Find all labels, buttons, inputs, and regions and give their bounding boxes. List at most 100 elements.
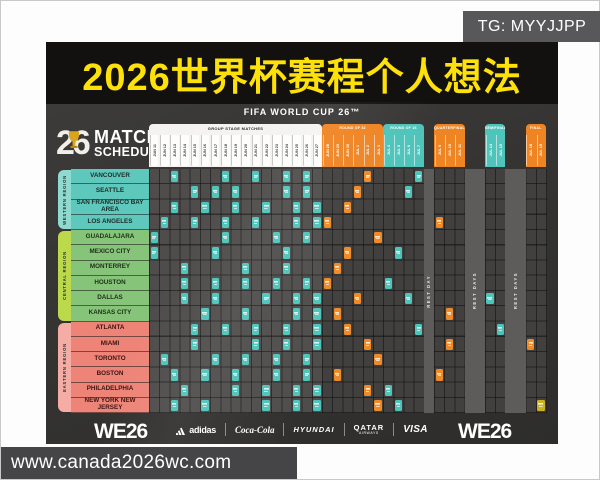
match-cell [303, 369, 311, 381]
date-tab-text: JUN 11 [152, 144, 157, 157]
date-tab-text: JUN 22 [264, 144, 269, 157]
match-cell [231, 384, 240, 396]
rest-column-text: REST DAYS [472, 272, 478, 310]
date-tab: JUN 14 [180, 135, 189, 166]
match-cell [160, 354, 168, 366]
match-cell [211, 293, 219, 305]
match-cell [343, 247, 352, 259]
city-label-text: MONTERREY [89, 263, 131, 271]
match-cell [313, 293, 321, 305]
match-cell [354, 186, 362, 198]
match-cell [272, 354, 280, 366]
match-cell [242, 277, 250, 290]
match-cell [221, 323, 229, 335]
match-cell [252, 216, 260, 229]
date-tab: JUN 11 [149, 135, 159, 166]
date-tab-text: JUL 2 [366, 145, 371, 156]
match-cell [364, 338, 372, 351]
match-cell [262, 384, 270, 396]
city-label: SAN FRANCISCO BAY AREA [71, 199, 149, 215]
match-cell [221, 232, 229, 244]
match-cell [394, 247, 402, 259]
match-cell [435, 216, 443, 229]
match-cell [252, 323, 260, 335]
date-tab: JUL 15 [495, 135, 505, 166]
round-header-label: ROUND OF 16 [390, 126, 417, 130]
match-cell [293, 384, 301, 396]
date-tab: JUN 27 [312, 135, 322, 166]
date-tab-text: JUL 10 [447, 144, 452, 157]
website-watermark-text: www.canada2026wc.com [11, 452, 232, 473]
match-cell [231, 201, 240, 213]
region-label-west: WESTERN REGION [58, 170, 71, 229]
city-label: MONTERREY [71, 260, 149, 276]
match-cell [272, 369, 280, 381]
city-label-text: NEW YORK NEW JERSEY [84, 397, 136, 411]
match-cell [394, 399, 402, 412]
match-cell [313, 201, 321, 213]
fifa-world-cup-label: FIFA WORLD CUP 26™ [243, 107, 361, 117]
poster-title-band: 2026世界杯赛程个人想法 [46, 42, 558, 104]
date-tab: JUL 1 [353, 135, 362, 166]
match-cell [405, 186, 413, 198]
match-cell [282, 186, 291, 198]
match-cell [293, 308, 301, 320]
date-tab-text: JUN 17 [213, 144, 218, 157]
date-tab-text: JUL 4 [386, 145, 391, 156]
date-tab: JUN 21 [251, 135, 261, 166]
world-cup-trophy-icon [68, 131, 80, 148]
match-cell [313, 216, 321, 229]
date-tab-text: JUN 26 [305, 144, 310, 157]
match-cell [364, 171, 372, 183]
match-cell [272, 232, 280, 244]
match-cell [374, 354, 382, 366]
sponsor-bar: adidas Coca-Cola HYUNDAI QATAR AIRWAYS V… [46, 423, 558, 436]
match-cell [181, 293, 189, 305]
match-cell [191, 338, 199, 351]
match-cell [262, 399, 270, 412]
date-tab-text: JUN 29 [335, 144, 340, 157]
match-cell [333, 308, 341, 320]
match-schedule-logo: 26 MATCH SCHEDULE [56, 122, 166, 164]
match-cell [282, 171, 291, 183]
date-tab-text: JUN 15 [193, 144, 198, 157]
match-cell [486, 293, 494, 305]
match-cell [221, 171, 229, 183]
wc26-logo-mark: 26 [56, 122, 91, 164]
city-label-text: LOS ANGELES [87, 217, 133, 225]
region-label-central-text: CENTRAL REGION [62, 251, 67, 301]
date-tab-text: JUN 30 [346, 144, 350, 157]
match-cell [201, 201, 209, 213]
city-label-text: KANSAS CITY [88, 309, 132, 317]
match-cell [160, 216, 168, 229]
city-label: PHILADELPHIA [71, 382, 149, 398]
city-label: VANCOUVER [71, 169, 149, 185]
region-label-central: CENTRAL REGION [58, 231, 71, 321]
match-cell [333, 369, 341, 381]
match-cell [537, 399, 545, 412]
round-header-label: QUARTERFINALS [434, 126, 465, 130]
match-cell [170, 171, 179, 183]
date-tab: JUN 15 [190, 135, 200, 166]
sponsor-divider [343, 423, 345, 436]
match-cell [150, 247, 158, 259]
date-tab: JUN 28 [322, 135, 332, 166]
coca-cola-logo: Coca-Cola [234, 424, 275, 435]
date-tab-text: JUN 21 [254, 144, 259, 157]
date-tab: JUN 20 [241, 135, 250, 166]
date-tab: JUN 25 [292, 135, 301, 166]
date-tab: JUN 24 [282, 135, 291, 166]
adidas-logo: adidas [176, 425, 216, 435]
match-schedule-wordmark: MATCH SCHEDULE [94, 128, 166, 159]
date-tab: JUL 14 [485, 135, 495, 166]
city-label-text: HOUSTON [94, 278, 126, 286]
city-label: HOUSTON [71, 275, 149, 291]
match-cell [293, 399, 301, 412]
date-tab-text: JUL 6 [407, 145, 412, 156]
city-label-text: MIAMI [100, 339, 120, 347]
city-label: NEW YORK NEW JERSEY [71, 397, 149, 413]
match-cell [343, 323, 352, 335]
city-label: MEXICO CITY [71, 245, 149, 261]
region-label-west-text: WESTERN REGION [62, 174, 67, 225]
match-cell [323, 277, 331, 290]
